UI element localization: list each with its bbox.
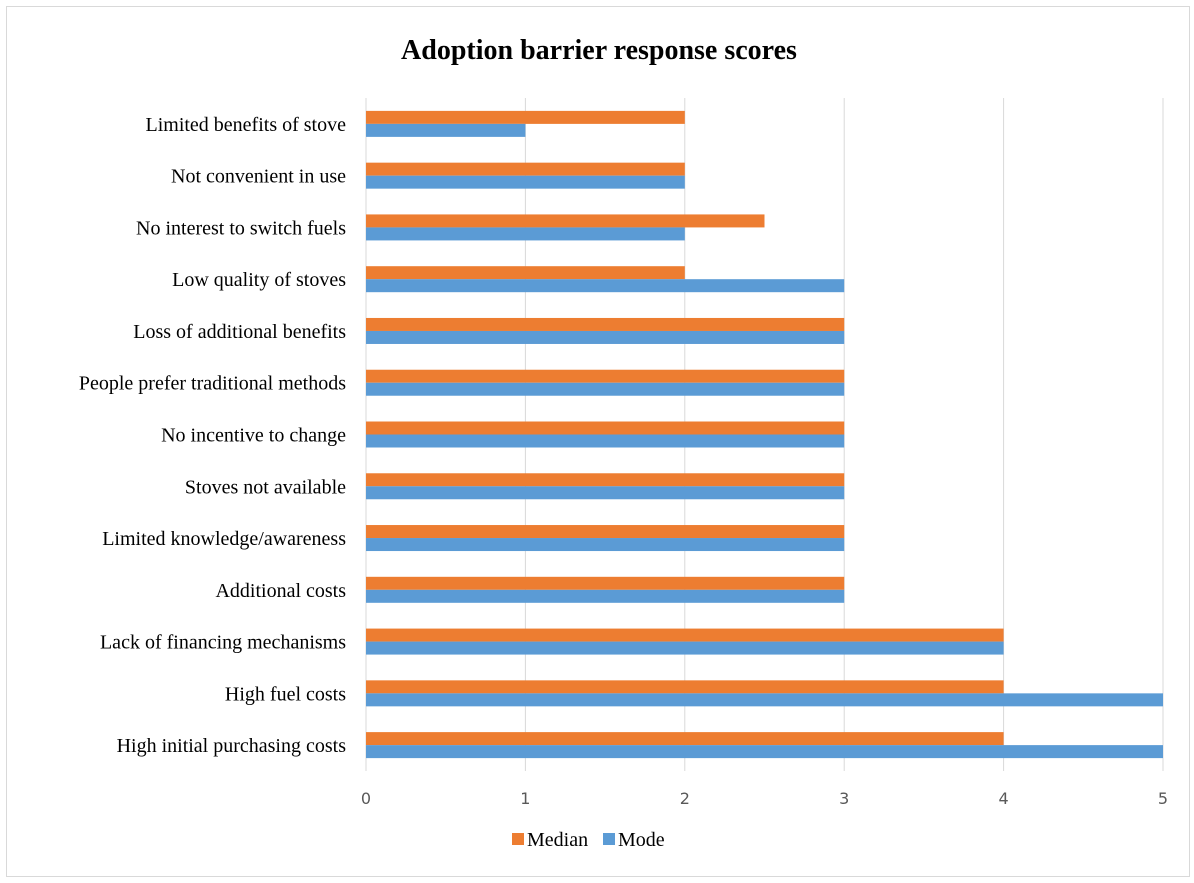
bar-median xyxy=(366,473,845,487)
category-label: Not convenient in use xyxy=(171,166,346,188)
category-label: No incentive to change xyxy=(161,425,346,447)
bar-mode xyxy=(366,175,685,189)
bar-mode xyxy=(366,279,845,293)
legend-swatch-median xyxy=(512,833,524,845)
bar-median xyxy=(366,266,685,280)
category-label: Loss of additional benefits xyxy=(133,321,346,343)
category-label: High initial purchasing costs xyxy=(117,735,347,757)
x-tick-label: 5 xyxy=(1158,789,1168,808)
category-label: Additional costs xyxy=(215,580,346,602)
bar-median xyxy=(366,214,765,228)
bar-median xyxy=(366,525,845,539)
bar-mode xyxy=(366,486,845,500)
legend-label-median: Median xyxy=(527,829,588,851)
category-label: Limited knowledge/awareness xyxy=(102,528,346,550)
category-label: Limited benefits of stove xyxy=(145,114,346,136)
x-tick-label: 1 xyxy=(520,789,530,808)
category-labels: Limited benefits of stove Not convenient … xyxy=(79,114,346,757)
x-tick-label: 0 xyxy=(361,789,371,808)
x-axis-ticks: 0 1 2 3 4 5 xyxy=(361,789,1168,808)
category-label: People prefer traditional methods xyxy=(79,373,346,395)
legend: Median Mode xyxy=(512,829,665,851)
bar-mode xyxy=(366,227,685,241)
bar-median xyxy=(366,110,685,124)
bar-median xyxy=(366,162,685,176)
bar-mode xyxy=(366,330,845,344)
chart-title: Adoption barrier response scores xyxy=(401,35,797,66)
category-label: Lack of financing mechanisms xyxy=(100,632,346,654)
legend-label-mode: Mode xyxy=(618,829,665,851)
bar-mode xyxy=(366,641,1004,655)
bar-median xyxy=(366,369,845,383)
bar-median xyxy=(366,732,1004,746)
bar-median xyxy=(366,680,1004,694)
bar-median xyxy=(366,576,845,590)
legend-swatch-mode xyxy=(603,833,615,845)
bar-mode xyxy=(366,589,845,603)
bar-mode xyxy=(366,434,845,448)
bar-median xyxy=(366,421,845,435)
x-tick-label: 3 xyxy=(839,789,849,808)
bar-mode xyxy=(366,538,845,552)
category-label: Stoves not available xyxy=(185,476,346,498)
bar-chart: Adoption barrier response scores Limited… xyxy=(79,35,1168,851)
bar-median xyxy=(366,317,845,331)
category-label: No interest to switch fuels xyxy=(136,217,346,239)
category-label: High fuel costs xyxy=(225,683,346,705)
bar-mode xyxy=(366,745,1163,759)
x-tick-label: 4 xyxy=(999,789,1009,808)
category-label: Low quality of stoves xyxy=(172,269,346,291)
bar-mode xyxy=(366,123,526,137)
chart-frame: Adoption barrier response scores Limited… xyxy=(6,6,1190,877)
x-tick-label: 2 xyxy=(680,789,690,808)
bar-mode xyxy=(366,693,1163,707)
bar-mode xyxy=(366,382,845,396)
bar-median xyxy=(366,628,1004,642)
bars xyxy=(366,110,1163,759)
